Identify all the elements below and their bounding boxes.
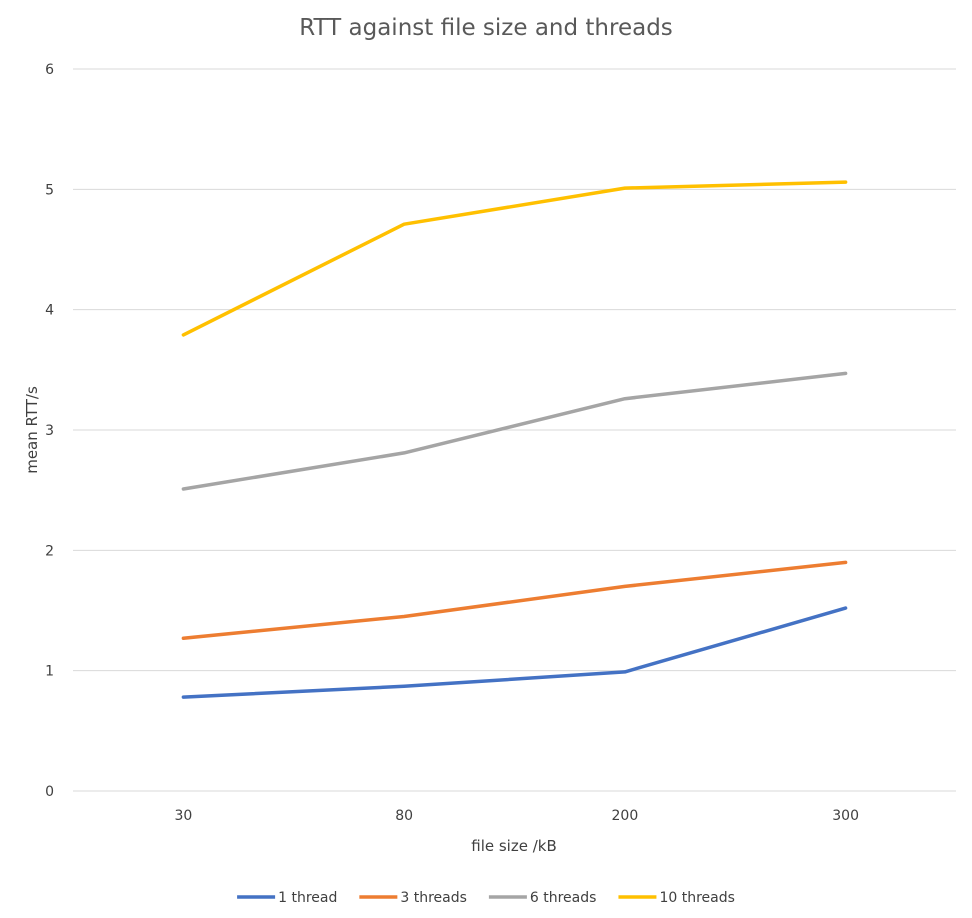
series-line (181, 371, 848, 491)
y-tick-label: 6 (45, 62, 54, 78)
y-tick-label: 2 (45, 543, 54, 559)
x-tick-label: 30 (174, 808, 192, 824)
y-tick-label: 0 (45, 784, 54, 800)
x-tick-label: 300 (832, 808, 859, 824)
legend: 1 thread 3 threads 6 threads 10 threads (237, 890, 735, 906)
y-tick-label: 4 (45, 303, 54, 319)
legend-item: 1 thread (237, 890, 337, 906)
x-axis-title: file size /kB (471, 837, 557, 855)
x-tick-label: 80 (395, 808, 413, 824)
series-lines (181, 180, 848, 699)
legend-item: 3 threads (359, 890, 467, 906)
series-line (181, 180, 848, 337)
chart-title: RTT against file size and threads (299, 15, 673, 41)
series-line (181, 606, 848, 699)
y-tick-label: 3 (45, 423, 54, 439)
x-tick-label: 200 (612, 808, 639, 824)
legend-label: 10 threads (659, 890, 734, 906)
legend-item: 6 threads (488, 890, 597, 906)
gridlines (73, 68, 956, 792)
y-tick-label: 1 (45, 664, 54, 680)
y-axis-title: mean RTT/s (23, 386, 41, 474)
legend-label: 1 thread (278, 890, 337, 906)
x-axis-tick-labels: 30 80 200 300 (174, 808, 859, 824)
series-line (181, 560, 848, 640)
legend-label: 6 threads (530, 890, 597, 906)
y-tick-label: 5 (45, 182, 54, 198)
y-axis-tick-labels: 0 1 2 3 4 5 6 (45, 62, 54, 800)
legend-label: 3 threads (400, 890, 467, 906)
legend-item: 10 threads (618, 890, 735, 906)
